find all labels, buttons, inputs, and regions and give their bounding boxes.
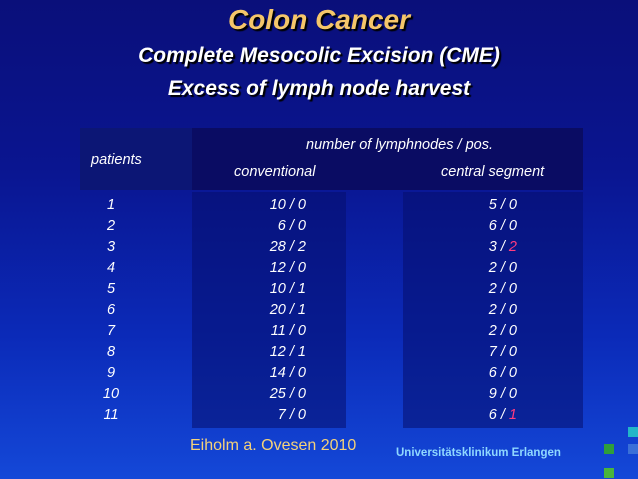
central-count: 2 / xyxy=(488,323,509,339)
conventional-column-band xyxy=(192,192,346,428)
conventional-value: 10 / 0 xyxy=(269,197,306,213)
central-positive: 0 xyxy=(508,323,517,339)
conventional-value: 12 / 1 xyxy=(269,344,306,360)
central-column-band xyxy=(403,192,583,428)
central-count: 2 / xyxy=(488,281,509,297)
conventional-value: 20 / 1 xyxy=(269,302,306,318)
conventional-value: 28 / 2 xyxy=(269,239,306,255)
central-segment-value: 2 / 0 xyxy=(430,279,517,300)
patient-number: 3 xyxy=(106,239,116,255)
header-central-segment: central segment xyxy=(441,164,545,180)
conventional-value: 6 / 0 xyxy=(277,218,306,234)
header-number-of-lymphnodes: number of lymphnodes / pos. xyxy=(306,137,493,153)
central-segment-value: 5 / 0 xyxy=(430,195,517,216)
central-segment-value: 2 / 0 xyxy=(430,300,517,321)
central-segment-value: 6 / 0 xyxy=(430,363,517,384)
central-segment-value: 2 / 0 xyxy=(430,321,517,342)
central-count: 6 / xyxy=(488,407,509,423)
patient-number: 10 xyxy=(102,386,120,402)
central-count: 9 / xyxy=(488,386,509,402)
central-segment-value: 2 / 0 xyxy=(430,258,517,279)
patient-number: 8 xyxy=(106,344,116,360)
patient-number: 5 xyxy=(106,281,116,297)
central-segment-value: 3 / 2 xyxy=(430,237,517,258)
central-count: 2 / xyxy=(488,260,509,276)
central-count: 5 / xyxy=(488,197,509,213)
central-positive: 2 xyxy=(508,239,517,255)
slide-title: Colon Cancer xyxy=(227,4,411,35)
central-positive: 0 xyxy=(508,197,517,213)
slide-subtitle-2: Excess of lymph node harvest xyxy=(167,77,471,100)
patient-number: 11 xyxy=(103,407,119,423)
conventional-value: 12 / 0 xyxy=(269,260,306,276)
central-segment-value: 6 / 0 xyxy=(430,216,517,237)
citation: Eiholm a. Ovesen 2010 xyxy=(190,437,357,454)
conventional-value: 11 / 0 xyxy=(270,323,306,339)
conventional-value: 14 / 0 xyxy=(269,365,306,381)
institution-name: Universitätsklinikum Erlangen xyxy=(396,447,561,459)
conventional-value: 10 / 1 xyxy=(269,281,306,297)
patient-number: 4 xyxy=(106,260,116,276)
conventional-value: 7 / 0 xyxy=(277,407,306,423)
patient-number: 2 xyxy=(106,218,116,234)
central-segment-value: 7 / 0 xyxy=(430,342,517,363)
central-count: 2 / xyxy=(488,302,509,318)
header-patients: patients xyxy=(91,152,142,168)
central-count: 3 / xyxy=(488,239,509,255)
central-count: 6 / xyxy=(488,365,509,381)
patient-number: 9 xyxy=(106,365,116,381)
central-positive: 0 xyxy=(508,386,517,402)
central-positive: 0 xyxy=(508,260,517,276)
central-positive: 0 xyxy=(508,302,517,318)
central-count: 7 / xyxy=(488,344,509,360)
central-positive: 0 xyxy=(508,365,517,381)
central-positive: 0 xyxy=(508,281,517,297)
decorative-square xyxy=(604,468,614,478)
central-segment-value: 6 / 1 xyxy=(430,405,517,426)
decorative-square xyxy=(628,427,638,437)
patient-number: 6 xyxy=(106,302,116,318)
central-segment-value: 9 / 0 xyxy=(430,384,517,405)
patient-number: 7 xyxy=(106,323,116,339)
table-header-patients-cell xyxy=(80,128,192,190)
central-positive: 1 xyxy=(508,407,517,423)
decorative-square xyxy=(628,444,638,454)
conventional-column: 10 / 0 6 / 0 28 / 2 12 / 0 10 / 1 20 / 1 11 / … xyxy=(210,195,306,426)
slide-subtitle-1: Complete Mesocolic Excision (CME) xyxy=(138,44,500,67)
decorative-square xyxy=(604,444,614,454)
central-positive: 0 xyxy=(508,218,517,234)
patients-column: 1 2 3 4 5 6 7 8 9 10 11 xyxy=(88,195,134,426)
patient-number: 1 xyxy=(106,197,116,213)
central-count: 6 / xyxy=(488,218,509,234)
header-conventional: conventional xyxy=(234,164,316,180)
conventional-value: 25 / 0 xyxy=(269,386,306,402)
central-positive: 0 xyxy=(508,344,517,360)
